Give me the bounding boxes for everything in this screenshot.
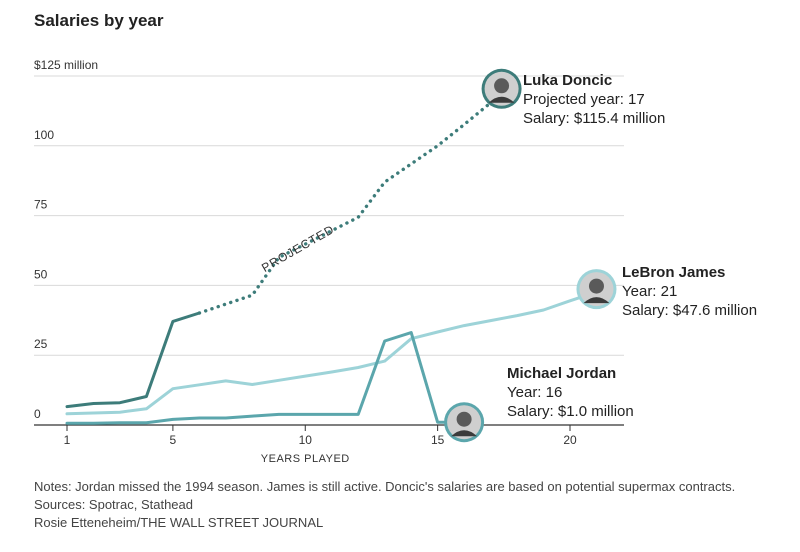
series-line [65, 311, 201, 409]
x-tick-label: 20 [563, 433, 577, 447]
chart-title: Salaries by year [34, 11, 164, 30]
y-tick-label: 25 [34, 337, 48, 351]
y-tick-label: $125 million [34, 58, 98, 72]
y-axis-labels: $125 million 100 75 50 25 0 [34, 58, 98, 421]
notes-text: Notes: Jordan missed the 1994 season. Ja… [34, 479, 736, 494]
person-shoulders-icon [488, 96, 515, 103]
x-tick-label: 5 [170, 433, 177, 447]
player-avatar [444, 402, 485, 443]
annotation-player-name: Luka Doncic [523, 72, 612, 89]
series-line-projected [197, 101, 493, 315]
annotation-year: Year: 16 [507, 384, 562, 401]
annotation-player-name: Michael Jordan [507, 365, 616, 382]
y-tick-label: 100 [34, 128, 54, 142]
person-head-icon [456, 411, 472, 427]
series-line [65, 290, 598, 416]
annotation-year: Year: 21 [622, 283, 677, 300]
y-tick-label: 75 [34, 198, 48, 212]
person-shoulders-icon [451, 430, 478, 437]
person-shoulders-icon [583, 297, 610, 304]
person-head-icon [588, 278, 604, 294]
annotation-salary: Salary: $115.4 million [523, 110, 665, 127]
chart-notes: Notes: Jordan missed the 1994 season. Ja… [34, 478, 735, 532]
player-avatar [576, 269, 617, 310]
player-avatar [481, 68, 522, 109]
gridlines [34, 75, 624, 356]
player-avatars [444, 68, 617, 443]
x-tick-label: 15 [431, 433, 445, 447]
sources-text: Sources: Spotrac, Stathead [34, 497, 193, 512]
x-tick-label: 1 [64, 433, 71, 447]
y-tick-label: 50 [34, 267, 48, 281]
projected-label: PROJECTED [259, 222, 337, 275]
x-tick-label: 10 [299, 433, 313, 447]
x-axis-label: YEARS PLAYED [261, 453, 350, 465]
series-lines [65, 101, 598, 425]
annotation-year: Projected year: 17 [523, 91, 645, 108]
annotation-salary: Salary: $1.0 million [507, 403, 634, 420]
y-tick-label: 0 [34, 407, 41, 421]
annotation-player-name: LeBron James [622, 264, 725, 281]
person-head-icon [494, 78, 510, 94]
x-axis: 1 5 10 15 20 [34, 424, 624, 447]
series-line [65, 331, 466, 425]
annotations: Luka Doncic Projected year: 17 Salary: $11… [507, 72, 757, 420]
credit-text: Rosie Etteneheim/THE WALL STREET JOURNAL [34, 515, 324, 530]
annotation-salary: Salary: $47.6 million [622, 302, 757, 319]
